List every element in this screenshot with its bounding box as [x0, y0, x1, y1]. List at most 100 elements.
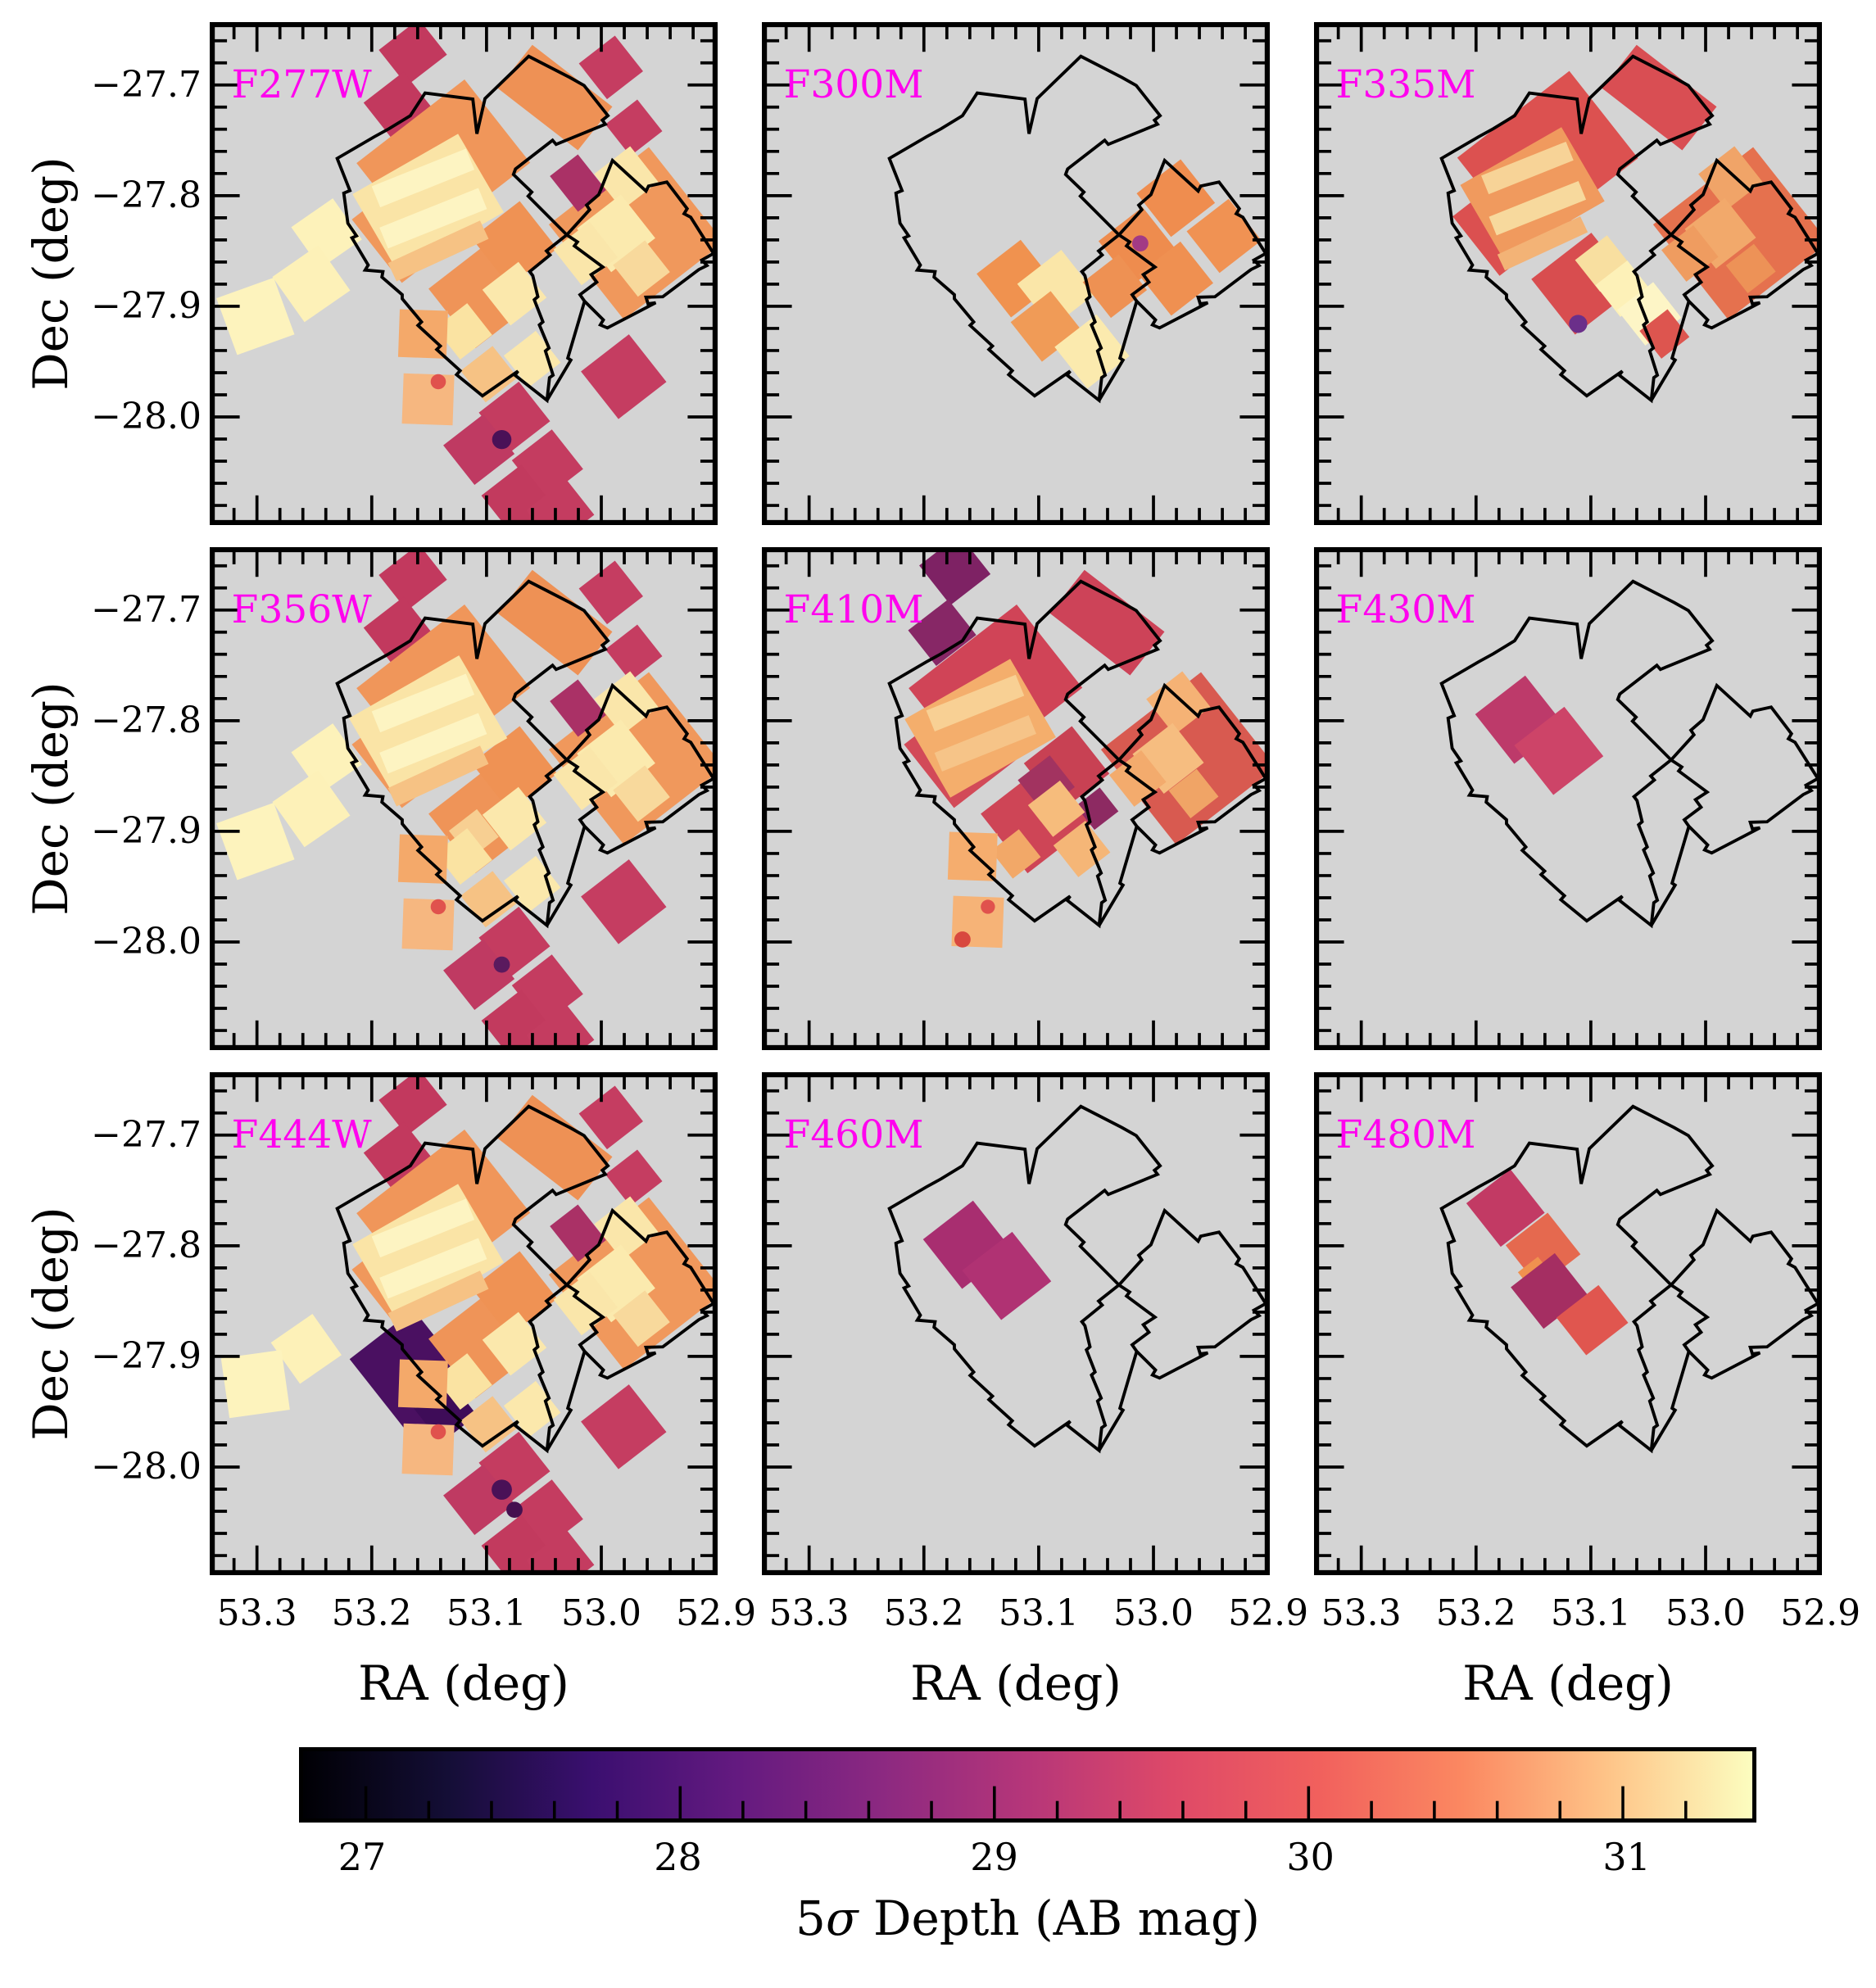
depth-tile — [908, 599, 977, 667]
depth-spot — [492, 429, 512, 450]
panel-canvas-f277w: F277W — [210, 22, 718, 525]
footprint-outline-right — [1668, 1207, 1820, 1380]
depth-tile — [397, 309, 448, 359]
panel-canvas-f335m: F335M — [1314, 22, 1822, 525]
depth-tile — [1054, 314, 1130, 389]
filter-label: F444W — [232, 1112, 373, 1157]
depth-tile — [1511, 1252, 1588, 1329]
depth-tile — [435, 828, 492, 885]
depth-tile — [379, 713, 487, 774]
depth-tile — [1076, 787, 1119, 831]
x-tick-label: 52.9 — [676, 1592, 757, 1634]
depth-tile — [272, 770, 351, 848]
footprint-outline-left — [335, 579, 610, 929]
depth-spot — [493, 956, 510, 973]
y-tick-label: −28.0 — [91, 920, 202, 962]
depth-tile — [1027, 780, 1085, 837]
depth-spot — [1131, 235, 1149, 251]
x-tick-label: 53.3 — [1321, 1592, 1402, 1634]
panel-border — [1314, 547, 1822, 1050]
y-axis-title: Dec (deg) — [23, 156, 79, 391]
x-tick-label: 53.0 — [1113, 1592, 1194, 1634]
filter-label: F335M — [1336, 62, 1476, 107]
depth-tile — [934, 715, 1036, 772]
footprint-outline-connector — [1650, 826, 1691, 926]
footprint-outline-connector — [1650, 301, 1691, 401]
depth-tile — [605, 624, 663, 682]
panel-border — [210, 547, 718, 1050]
depth-spot — [981, 899, 995, 914]
depth-tile — [497, 569, 613, 676]
colorbar-tick-label: 27 — [338, 1835, 387, 1879]
depth-tile — [1489, 180, 1587, 236]
panel-f277w: F277W — [210, 22, 718, 525]
depth-tile — [371, 148, 475, 208]
depth-tile — [1725, 243, 1776, 294]
footprint-outline-right — [564, 682, 716, 855]
depth-tile — [401, 373, 455, 426]
depth-tile — [550, 154, 606, 212]
panel-border — [762, 1072, 1270, 1575]
depth-tile — [371, 1198, 475, 1258]
panel-border — [1314, 1072, 1822, 1575]
colorbar-tick-label: 31 — [1602, 1835, 1651, 1879]
depth-tile — [1556, 1284, 1629, 1356]
depth-tile — [291, 198, 362, 269]
depth-tile — [387, 745, 489, 807]
x-tick-label: 53.2 — [883, 1592, 964, 1634]
depth-tile — [387, 220, 489, 282]
colorbar-title-prefix: 5 — [795, 1891, 826, 1946]
depth-tile — [581, 1384, 667, 1469]
panel-f335m: F335M — [1314, 22, 1822, 525]
colorbar-title-suffix: Depth (AB mag) — [858, 1891, 1260, 1946]
depth-tile — [578, 35, 643, 100]
footprint-outline-left — [887, 54, 1162, 404]
panel-border — [210, 1072, 718, 1575]
depth-tile — [482, 261, 547, 326]
filter-label: F410M — [784, 587, 924, 632]
depth-tile — [216, 277, 295, 355]
footprint-outline-connector — [546, 826, 587, 926]
panel-border — [210, 22, 718, 525]
x-tick-label: 53.3 — [216, 1592, 297, 1634]
x-tick-label: 53.1 — [1550, 1592, 1631, 1634]
filter-label: F480M — [1336, 1112, 1476, 1157]
footprint-outline-right — [1116, 1207, 1268, 1380]
panel-canvas-f300m: F300M — [762, 22, 1270, 525]
footprint-outline-left — [335, 54, 610, 404]
x-tick-label: 53.1 — [998, 1592, 1079, 1634]
x-tick-label: 53.0 — [1665, 1592, 1746, 1634]
footprint-outline-right — [1668, 682, 1820, 855]
depth-tile — [581, 859, 667, 944]
panel-canvas-f444w: F444W — [210, 1072, 718, 1575]
footprint-outline-connector — [546, 301, 587, 401]
depth-tile — [379, 188, 487, 249]
y-axis-title: Dec (deg) — [23, 1207, 79, 1441]
y-tick-label: −27.7 — [91, 1113, 202, 1156]
depth-tile — [962, 1231, 1052, 1320]
panel-canvas-f410m: F410M — [762, 547, 1270, 1050]
panel-f480m: F480M — [1314, 1072, 1822, 1575]
panel-f460m: F460M — [762, 1072, 1270, 1575]
footprint-outline-left — [887, 579, 1162, 929]
depth-tile — [926, 674, 1025, 731]
depth-tile — [435, 1353, 492, 1411]
depth-tile — [497, 1094, 613, 1201]
panel-f410m: F410M — [762, 547, 1270, 1050]
x-tick-label: 53.2 — [1435, 1592, 1516, 1634]
panel-f444w: F444W — [210, 1072, 718, 1575]
y-tick-label: −27.9 — [91, 284, 202, 327]
y-axis-title: Dec (deg) — [23, 682, 79, 916]
x-tick-label: 52.9 — [1780, 1592, 1861, 1634]
panel-f430m: F430M — [1314, 547, 1822, 1050]
y-tick-label: −27.8 — [91, 699, 202, 741]
depth-spot — [1569, 315, 1588, 333]
depth-tile — [1481, 141, 1574, 195]
depth-tile — [990, 829, 1041, 879]
y-tick-label: −28.0 — [91, 1445, 202, 1488]
depth-tile — [581, 334, 667, 419]
x-axis-title: RA (deg) — [358, 1655, 569, 1711]
footprint-outline-right — [1116, 682, 1268, 855]
depth-tile — [1082, 254, 1148, 319]
depth-tile — [578, 560, 643, 625]
